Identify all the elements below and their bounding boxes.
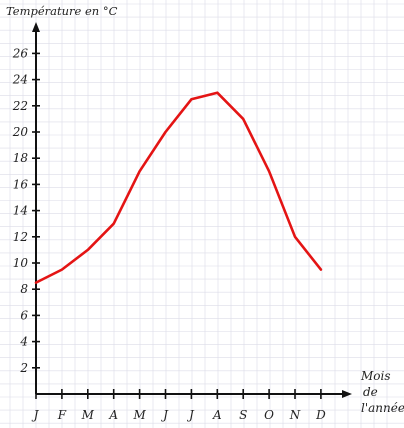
x-tick-label: M (81, 408, 95, 422)
y-tick-label: 12 (13, 230, 28, 244)
x-tick-label: J (31, 408, 40, 422)
y-tick-label: 2 (19, 361, 28, 375)
x-tick-label: D (315, 408, 326, 422)
series (34, 91, 323, 284)
y-tick-label: 18 (13, 151, 29, 165)
x-axis-arrow (342, 390, 352, 398)
x-tick-label: O (264, 408, 274, 422)
y-tick-label: 14 (13, 204, 28, 218)
x-tick-label: S (239, 408, 247, 422)
y-tick-label: 24 (12, 73, 28, 87)
y-tick-label: 4 (19, 335, 28, 349)
x-tick-label: F (57, 408, 67, 422)
y-tick-label: 10 (13, 256, 29, 270)
y-tick-label: 20 (12, 125, 29, 139)
x-tick-label: J (160, 408, 169, 422)
x-tick-label: A (212, 408, 222, 422)
y-tick-label: 26 (12, 46, 29, 60)
x-tick-label: A (108, 408, 118, 422)
y-axis-title: Température en °C (6, 4, 118, 18)
temperature-line (34, 91, 323, 284)
x-tick-label: N (289, 408, 301, 422)
y-tick-label: 8 (20, 282, 28, 296)
y-axis-arrow (32, 22, 40, 32)
x-axis-title-line-2: de (363, 385, 378, 399)
y-tick-label: 22 (12, 99, 28, 113)
x-tick-label: M (132, 408, 146, 422)
y-tick-label: 16 (13, 177, 29, 191)
x-axis-title-line-3: l'année (361, 401, 404, 415)
y-tick-label: 6 (20, 308, 28, 322)
x-axis-title-line-1: Mois (360, 369, 391, 383)
x-tick-label: J (186, 408, 195, 422)
